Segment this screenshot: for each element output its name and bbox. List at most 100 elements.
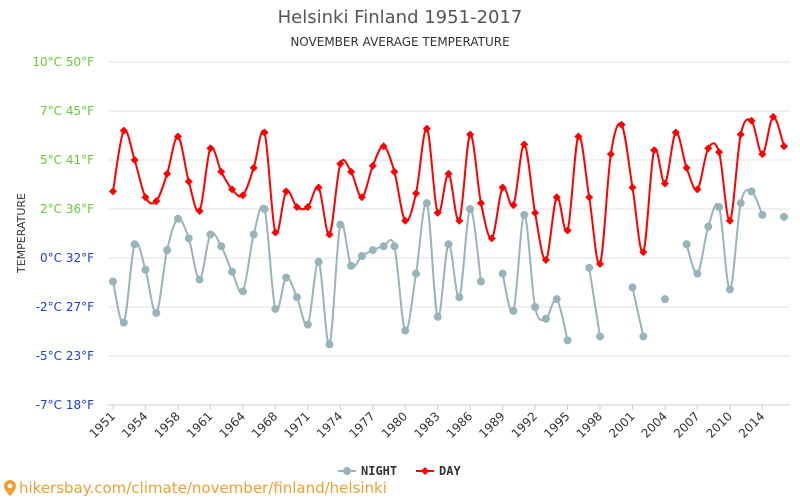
- data-point: [606, 150, 615, 159]
- data-point: [238, 287, 247, 296]
- x-tick-label: 1954: [119, 409, 150, 440]
- data-point: [314, 183, 323, 192]
- data-point: [368, 161, 377, 170]
- data-point: [401, 326, 410, 335]
- data-point: [195, 275, 204, 284]
- data-point: [682, 240, 691, 249]
- source-link[interactable]: hikersbay.com/climate/november/finland/h…: [4, 479, 387, 497]
- data-point: [596, 332, 605, 341]
- data-point: [271, 304, 280, 313]
- x-tick-label: 1951: [87, 409, 118, 440]
- data-point: [433, 312, 442, 321]
- data-point: [563, 226, 572, 235]
- data-point: [509, 306, 518, 315]
- data-point: [585, 193, 594, 202]
- x-tick-label: 2007: [671, 409, 702, 440]
- data-point: [725, 285, 734, 294]
- data-point: [552, 295, 561, 304]
- data-point: [119, 318, 128, 327]
- data-point: [520, 140, 529, 149]
- x-tick-label: 1983: [411, 409, 442, 440]
- x-tick-label: 1977: [346, 409, 377, 440]
- y-axis-label: TEMPERATURE: [15, 193, 28, 274]
- data-point: [628, 183, 637, 192]
- data-point: [455, 293, 464, 302]
- data-point: [357, 252, 366, 261]
- data-point: [715, 203, 724, 212]
- data-point: [325, 340, 334, 349]
- data-point: [379, 242, 388, 251]
- data-point: [303, 320, 312, 329]
- x-tick-label: 1986: [444, 409, 475, 440]
- data-point: [347, 261, 356, 270]
- data-point: [736, 130, 745, 139]
- data-point: [163, 246, 172, 255]
- data-point: [249, 163, 258, 172]
- data-point: [541, 314, 550, 323]
- data-point: [412, 189, 421, 198]
- data-point: [130, 156, 139, 164]
- data-point: [433, 208, 442, 217]
- data-point: [390, 242, 399, 251]
- data-point: [747, 116, 756, 125]
- data-point: [693, 185, 702, 194]
- data-point: [617, 120, 626, 129]
- data-point: [476, 277, 485, 286]
- legend-marker: [421, 467, 429, 475]
- data-point: [282, 273, 291, 282]
- data-point: [336, 159, 345, 168]
- data-point: [466, 205, 475, 213]
- series-day: [109, 112, 788, 268]
- data-point: [682, 163, 691, 172]
- data-point: [444, 169, 453, 178]
- data-point: [747, 187, 756, 196]
- legend-item-night: NIGHT: [338, 464, 397, 478]
- data-point: [217, 242, 226, 251]
- data-point: [639, 332, 648, 341]
- x-tick-label: 1971: [281, 409, 312, 440]
- data-point: [715, 148, 724, 157]
- series-night: [109, 187, 788, 349]
- data-point: [357, 193, 366, 202]
- data-point: [228, 185, 237, 194]
- y-tick-label: 10°C 50°F: [32, 55, 94, 69]
- data-point: [228, 267, 237, 276]
- data-point: [780, 212, 788, 221]
- data-point: [412, 269, 421, 278]
- data-point: [758, 210, 767, 219]
- data-point: [152, 197, 161, 206]
- data-point: [585, 263, 594, 272]
- data-point: [509, 201, 518, 210]
- data-point: [130, 240, 139, 249]
- data-point: [206, 230, 215, 239]
- data-point: [552, 193, 561, 202]
- data-point: [758, 150, 767, 159]
- data-point: [531, 208, 540, 217]
- data-point: [541, 255, 550, 264]
- data-point: [671, 128, 680, 137]
- data-point: [325, 230, 334, 239]
- legend-label: NIGHT: [361, 464, 397, 478]
- data-point: [347, 167, 356, 176]
- data-point: [271, 228, 280, 237]
- data-point: [119, 126, 128, 135]
- y-tick-label: 7°C 45°F: [40, 104, 94, 118]
- y-tick-label: -5°C 23°F: [36, 349, 94, 363]
- data-point: [109, 277, 117, 286]
- x-tick-label: 1998: [574, 409, 605, 440]
- data-point: [466, 130, 475, 139]
- x-tick-label: 1995: [541, 409, 572, 440]
- data-point: [195, 206, 204, 215]
- data-point: [725, 216, 734, 225]
- data-point: [141, 265, 150, 274]
- data-point: [736, 199, 745, 208]
- data-point: [498, 183, 507, 192]
- chart-subtitle: NOVEMBER AVERAGE TEMPERATURE: [290, 35, 510, 49]
- data-point: [769, 112, 778, 121]
- data-point: [217, 167, 226, 176]
- data-point: [660, 295, 669, 304]
- x-tick-label: 2014: [736, 409, 767, 440]
- data-point: [422, 199, 431, 208]
- data-point: [260, 128, 269, 137]
